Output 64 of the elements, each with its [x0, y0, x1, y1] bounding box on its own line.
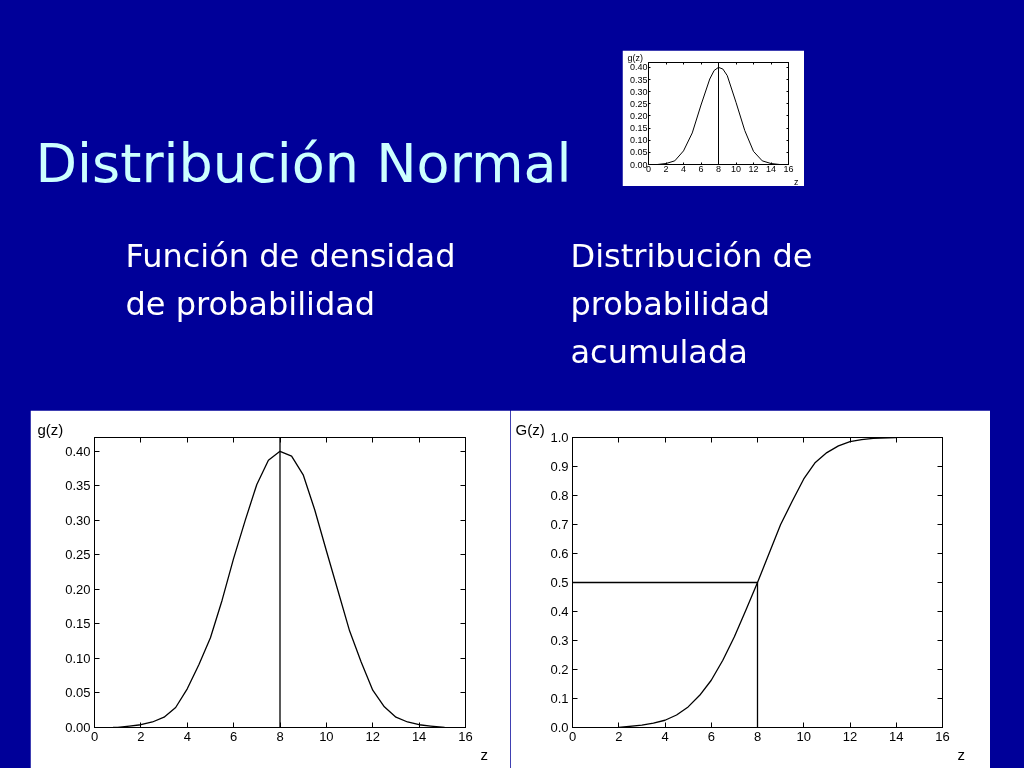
x-tick-label: 6 — [707, 728, 715, 744]
x-tick-label: 16 — [458, 728, 473, 744]
y-tick-label: 0.30 — [629, 86, 648, 97]
y-tick-label: 0.05 — [65, 685, 91, 701]
x-tick-label: 6 — [698, 163, 704, 174]
x-tick-label: 4 — [681, 163, 687, 174]
y-tick-label: 0.7 — [550, 517, 569, 532]
x-tick-label: 8 — [276, 728, 284, 744]
y-tick-label: 0.10 — [629, 135, 648, 146]
x-tick-label: 12 — [842, 728, 858, 744]
y-tick-label: 0.30 — [65, 512, 91, 528]
y-tick-label: 0.25 — [629, 98, 648, 109]
x-tick-label: 12 — [748, 163, 759, 174]
x-axis-title: z — [794, 176, 800, 187]
y-tick-label: 0.25 — [65, 547, 91, 563]
y-tick-label: 0.15 — [629, 123, 648, 134]
chart-title: Distribución de probabilidad acumulada — [570, 236, 813, 372]
y-tick-label: 0.1 — [550, 691, 569, 706]
y-tick-label: 0.5 — [550, 575, 569, 590]
x-tick-label: 0 — [646, 163, 652, 174]
text: Distribución Normal — [35, 132, 572, 195]
x-axis-title: z — [957, 745, 965, 763]
y-tick-label: 0.05 — [629, 147, 648, 158]
y-tick-label: 1.0 — [550, 430, 569, 445]
y-tick-label: 0.3 — [550, 633, 569, 648]
y-tick-label: 0.40 — [629, 62, 648, 73]
y-tick-label: 0.0 — [550, 720, 569, 735]
x-tick-label: 16 — [935, 728, 950, 744]
x-tick-label: 2 — [137, 728, 145, 744]
x-tick-label: 4 — [183, 728, 191, 744]
x-tick-label: 2 — [615, 728, 623, 744]
y-tick-label: 0.4 — [550, 604, 569, 619]
y-tick-label: 0.10 — [65, 650, 91, 666]
chart-title: Función de densidad de probabilidad — [125, 236, 456, 323]
y-tick-label: 0.8 — [550, 488, 569, 503]
x-tick-label: 10 — [730, 163, 742, 174]
y-axis-title: g(z) — [627, 52, 643, 63]
x-tick-label: 16 — [783, 163, 794, 174]
x-axis-title: z — [480, 745, 488, 763]
y-axis-title: g(z) — [37, 420, 64, 438]
y-tick-label: 0.00 — [65, 720, 91, 735]
y-tick-label: 0.20 — [65, 581, 91, 597]
x-tick-label: 8 — [753, 728, 762, 744]
y-tick-label: 0.2 — [550, 662, 569, 677]
y-tick-label: 0.6 — [550, 546, 569, 561]
x-tick-label: 14 — [889, 728, 904, 744]
y-axis-title: G(z) — [515, 420, 545, 438]
y-tick-label: 0.40 — [65, 443, 91, 459]
y-tick-label: 0.35 — [65, 478, 91, 494]
x-tick-label: 0 — [90, 728, 99, 744]
y-tick-label: 0.15 — [65, 616, 91, 632]
y-tick-label: 0.35 — [629, 74, 648, 85]
x-tick-label: 0 — [568, 728, 577, 744]
x-tick-label: 14 — [765, 163, 777, 174]
x-tick-label: 10 — [319, 728, 334, 744]
x-tick-label: 10 — [796, 728, 811, 744]
x-tick-label: 14 — [411, 728, 427, 744]
y-tick-label: 0.20 — [629, 110, 648, 121]
x-tick-label: 12 — [365, 728, 380, 744]
x-tick-label: 8 — [716, 163, 722, 174]
x-tick-label: 6 — [230, 728, 238, 744]
y-tick-label: 0.9 — [550, 459, 569, 474]
x-tick-label: 4 — [661, 728, 669, 744]
x-tick-label: 2 — [663, 163, 669, 174]
